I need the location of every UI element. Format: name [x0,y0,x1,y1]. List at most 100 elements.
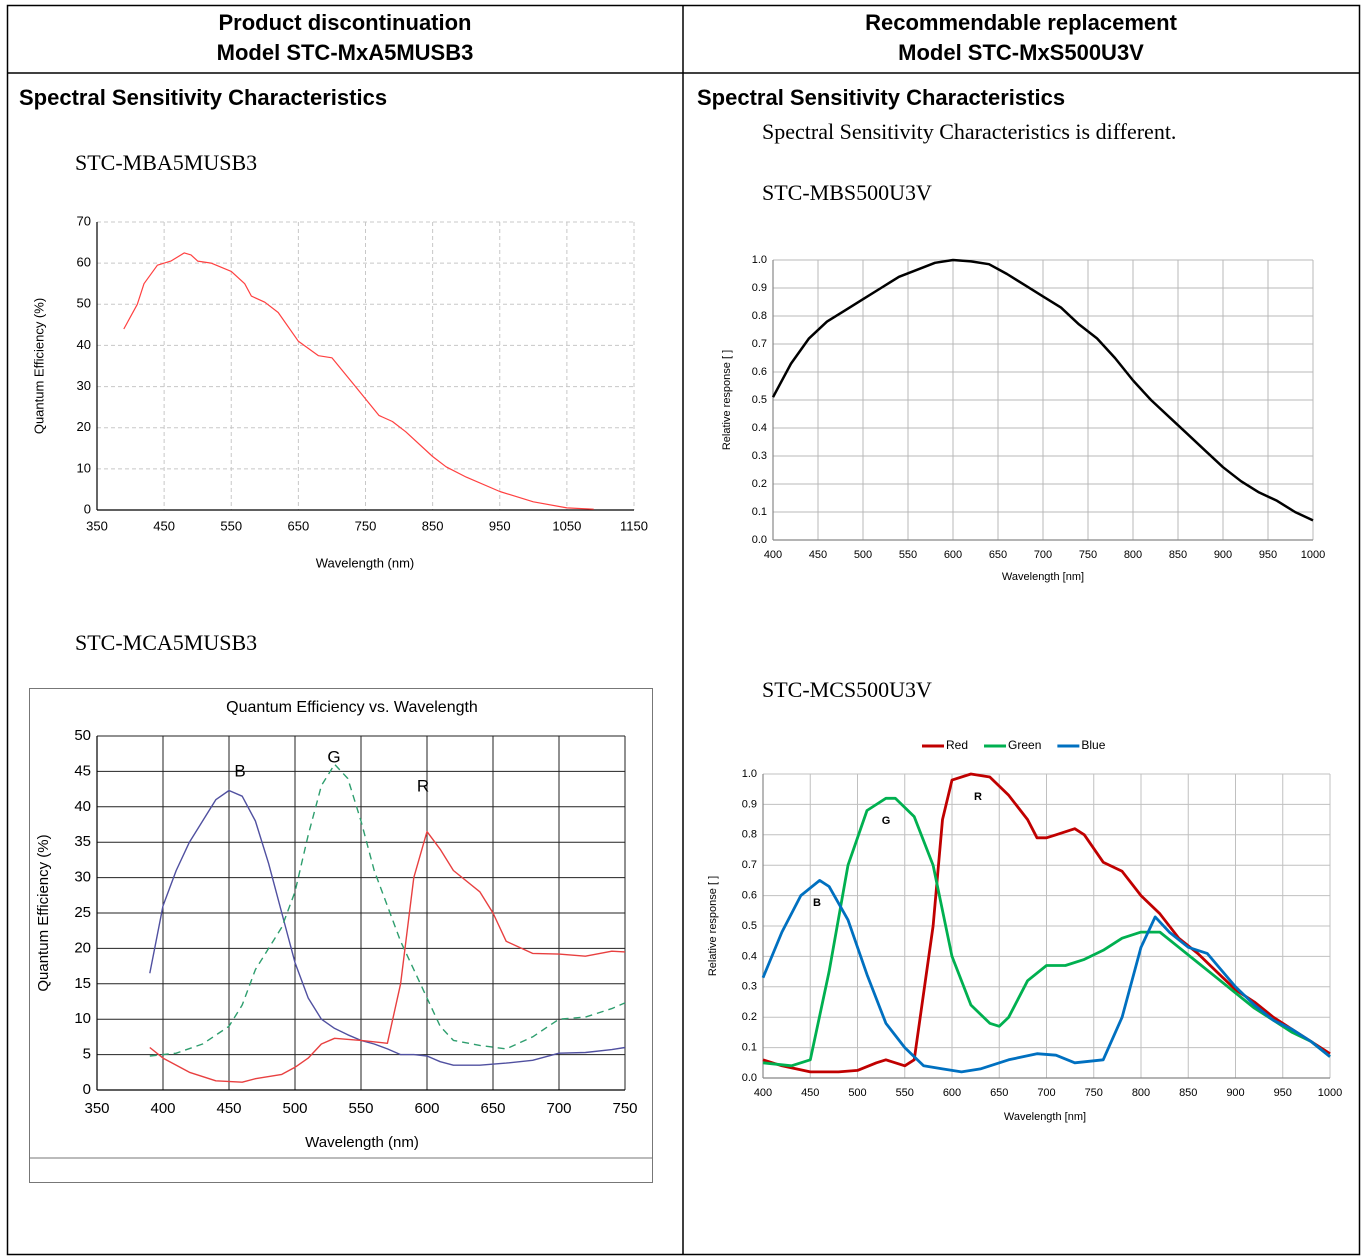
annotation: B [813,897,821,909]
header-model: Model STC-MxS500U3V [898,40,1144,65]
y-tick-label: 0.4 [752,422,767,434]
y-axis-label: Quantum Efficiency (%) [31,298,46,434]
y-tick-label: 0.5 [742,920,757,932]
annotation: G [327,747,340,766]
x-tick-label: 450 [153,518,175,533]
x-tick-label: 450 [809,549,827,561]
y-tick-label: 0.6 [742,890,757,902]
y-tick-label: 10 [74,1010,91,1027]
x-tick-label: 700 [1037,1087,1055,1099]
header-model: Model STC-MxA5MUSB3 [216,40,474,65]
x-tick-label: 900 [1226,1087,1244,1099]
y-tick-label: 0.2 [742,1011,757,1023]
y-tick-label: 0.8 [742,829,757,841]
x-tick-label: 750 [355,518,377,533]
annotation: R [417,776,429,795]
y-tick-label: 0.1 [752,506,767,518]
x-tick-label: 650 [480,1100,505,1117]
x-tick-label: 450 [216,1100,241,1117]
annotation: G [882,815,891,827]
x-axis-label: Wavelength [nm] [1004,1111,1086,1123]
y-tick-label: 60 [77,255,91,270]
y-tick-label: 0.4 [742,950,757,962]
x-tick-label: 1000 [1318,1087,1342,1099]
y-tick-label: 0 [83,1081,91,1098]
data-line [761,879,1331,1074]
model-label: STC-MBA5MUSB3 [75,150,258,175]
x-tick-label: 1000 [1301,549,1325,561]
x-axis-label: Wavelength (nm) [316,555,415,570]
x-tick-label: 500 [854,549,872,561]
y-tick-label: 0.0 [752,534,767,546]
x-tick-label: 850 [1169,549,1187,561]
x-tick-label: 400 [764,549,782,561]
y-tick-label: 0.1 [742,1042,757,1054]
x-tick-label: 950 [1259,549,1277,561]
y-tick-label: 35 [74,833,91,850]
x-tick-label: 650 [989,549,1007,561]
x-tick-label: 400 [150,1100,175,1117]
y-tick-label: 30 [77,378,91,393]
x-tick-label: 1050 [552,518,581,533]
x-tick-label: 700 [1034,549,1052,561]
y-axis-label: Relative response [ ] [707,876,719,976]
y-tick-label: 40 [74,798,91,815]
section-heading: Spectral Sensitivity Characteristics [697,85,1066,110]
x-tick-label: 350 [86,518,108,533]
y-axis-label: Quantum Efficiency (%) [35,834,52,991]
data-line [762,772,1331,1074]
x-axis-label: Wavelength (nm) [305,1134,419,1151]
y-tick-label: 0.9 [752,282,767,294]
x-tick-label: 500 [282,1100,307,1117]
y-tick-label: 1.0 [752,254,767,266]
x-tick-label: 400 [754,1087,772,1099]
data-line [762,796,1331,1068]
x-tick-label: 1150 [620,518,648,533]
y-tick-label: 15 [74,975,91,992]
data-line [123,252,594,510]
header-title: Product discontinuation [218,10,472,35]
x-tick-label: 850 [1179,1087,1197,1099]
y-tick-label: 20 [74,939,91,956]
x-tick-label: 450 [801,1087,819,1099]
y-tick-label: 40 [77,337,91,352]
y-tick-label: 5 [83,1046,91,1063]
y-tick-label: 0.0 [742,1072,757,1084]
y-tick-label: 0.2 [752,478,767,490]
data-line [771,258,1314,522]
legend-label: Green [1008,738,1041,752]
x-tick-label: 550 [220,518,242,533]
x-tick-label: 550 [896,1087,914,1099]
x-tick-label: 550 [899,549,917,561]
annotation: R [974,791,982,803]
x-tick-label: 600 [943,1087,961,1099]
x-axis-label: Wavelength [nm] [1002,571,1084,583]
y-tick-label: 20 [77,419,91,434]
x-tick-label: 650 [288,518,310,533]
section-heading: Spectral Sensitivity Characteristics [19,85,388,110]
y-tick-label: 0.3 [752,450,767,462]
y-axis-label: Relative response [ ] [721,350,733,450]
x-tick-label: 800 [1132,1087,1150,1099]
y-tick-label: 0.7 [752,338,767,350]
y-tick-label: 0.7 [742,859,757,871]
y-tick-label: 50 [74,727,91,744]
y-tick-label: 10 [77,460,91,475]
model-label: STC-MCS500U3V [762,677,932,702]
y-tick-label: 50 [77,296,91,311]
x-tick-label: 750 [1085,1087,1103,1099]
chart-frame [29,688,653,1183]
y-tick-label: 0.8 [752,310,767,322]
y-tick-label: 30 [74,869,91,886]
x-tick-label: 750 [1079,549,1097,561]
y-tick-label: 0.5 [752,394,767,406]
annotation: B [234,761,245,780]
data-line [149,789,626,1066]
y-tick-label: 0.6 [752,366,767,378]
y-tick-label: 0 [84,501,91,516]
y-tick-label: 45 [74,762,91,779]
x-tick-label: 350 [84,1100,109,1117]
x-tick-label: 550 [348,1100,373,1117]
